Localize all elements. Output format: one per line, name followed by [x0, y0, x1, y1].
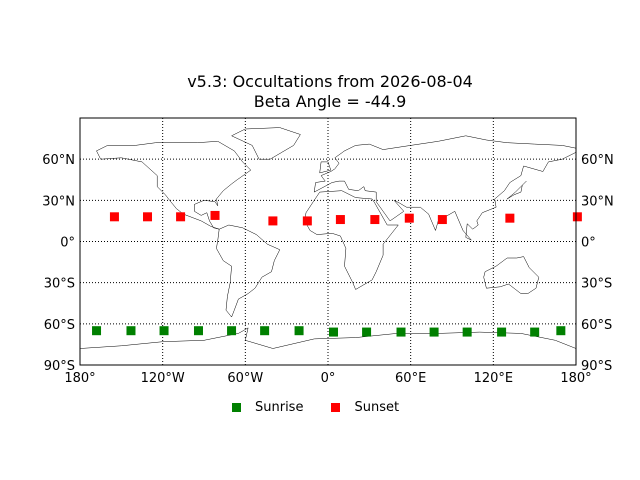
title-line-1: v5.3: Occultations from 2026-08-04: [187, 72, 473, 91]
x-tick-label: 60°W: [227, 371, 263, 386]
x-tick-label: 180°: [64, 371, 95, 386]
legend-sunrise-marker: [232, 403, 241, 412]
legend-sunset-label: Sunset: [354, 400, 400, 415]
sunset-point: [302, 216, 312, 226]
sunset-point: [210, 210, 220, 220]
sunrise-point: [362, 327, 372, 337]
legend-sunrise-label: Sunrise: [255, 400, 304, 415]
sunrise-point: [92, 326, 102, 336]
sunset-point: [335, 215, 345, 225]
y-tick-label-left: 0°: [60, 236, 75, 251]
sunset-point: [437, 215, 447, 225]
title-line-2: Beta Angle = -44.9: [253, 92, 407, 111]
y-tick-label-right: 30°S: [581, 277, 612, 292]
chart-title: v5.3: Occultations from 2026-08-04 Beta …: [0, 72, 640, 112]
sunset-point: [109, 212, 119, 222]
sunset-point: [505, 213, 515, 223]
x-tick-label: 60°E: [395, 371, 426, 386]
y-tick-label-left: 30°S: [44, 277, 75, 292]
y-tick-label-right: 60°N: [581, 153, 614, 168]
x-tick-label: 120°E: [474, 371, 514, 386]
sunrise-point: [193, 326, 203, 336]
y-tick-label-right: 60°S: [581, 318, 612, 333]
sunset-point: [268, 216, 278, 226]
sunrise-point: [159, 326, 169, 336]
legend-sunset-marker: [331, 403, 341, 412]
sunrise-point: [497, 327, 507, 337]
graticule-grid: [80, 118, 576, 365]
sunset-point: [572, 212, 582, 222]
sunrise-point: [294, 326, 304, 336]
sunset-point: [404, 213, 414, 223]
sunset-point: [176, 212, 186, 222]
legend-sunrise: Sunrise: [232, 400, 303, 415]
sunrise-point: [556, 326, 566, 336]
sunrise-point: [329, 327, 339, 337]
sunrise-point: [396, 327, 406, 337]
sunrise-point: [227, 326, 237, 336]
x-tick-label: 120°W: [141, 371, 185, 386]
axis-ticks: 180° 120°W 60°W 0° 60°E 120°E 180° 60°N 60°N 30°N…: [42, 153, 614, 386]
y-tick-label-left: 30°N: [42, 194, 75, 209]
sunset-point: [370, 215, 380, 225]
x-tick-label: 180°: [560, 371, 591, 386]
map-frame: [79, 117, 577, 366]
y-tick-label-right: 90°S: [581, 359, 612, 374]
sunrise-point: [530, 327, 540, 337]
legend: Sunrise Sunset: [232, 400, 399, 415]
sunrise-point: [126, 326, 136, 336]
sunrise-point: [462, 327, 472, 337]
x-tick-label: 0°: [321, 371, 336, 386]
sunset-point: [143, 212, 153, 222]
sunrise-point: [429, 327, 439, 337]
sunrise-point: [260, 326, 270, 336]
y-tick-label-right: 30°N: [581, 194, 614, 209]
y-tick-label-right: 0°: [581, 236, 596, 251]
y-tick-label-left: 60°N: [42, 153, 75, 168]
y-tick-label-left: 60°S: [44, 318, 75, 333]
y-tick-label-left: 90°S: [44, 359, 75, 374]
occultation-points: [92, 210, 582, 337]
legend-sunset: Sunset: [331, 400, 399, 415]
